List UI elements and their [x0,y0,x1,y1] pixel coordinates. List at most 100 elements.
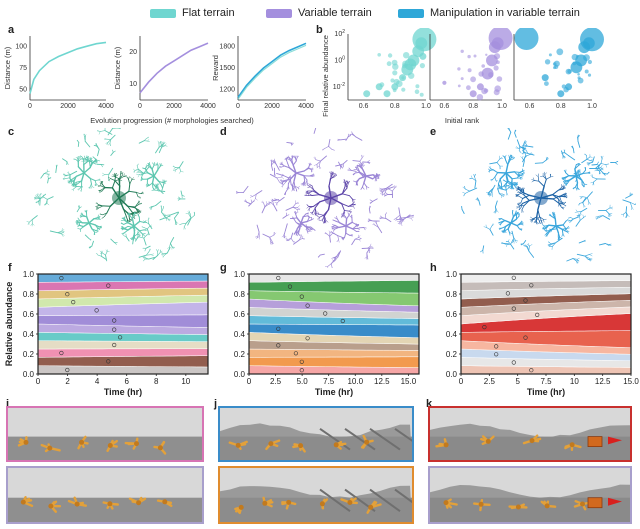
tree-branch [271,162,274,166]
tree-branch [67,181,70,183]
a2-line [139,42,209,94]
tree-branch [501,187,504,190]
tree-branch [500,218,506,221]
tree-branch [281,181,283,185]
tree-branch [89,162,94,168]
tree-branch [270,199,274,202]
a2-xtick-label: 0 [138,103,142,110]
legend-label-manipulation: Manipulation in variable terrain [430,7,580,19]
tree-branch [44,203,48,206]
tree-branch [100,181,103,185]
tree-branch [355,181,358,185]
tree-branch [508,183,512,186]
tree-branch [351,134,357,138]
tree-branch [563,192,567,195]
tree-branch [352,198,356,200]
tree-branch [125,236,130,242]
legend-label-variable: Variable terrain [298,7,372,19]
tree-branch [330,175,335,180]
tree-branch [608,243,611,246]
tree-branch [139,236,145,239]
tree-branch [183,226,186,230]
tree-branch [519,228,523,231]
tree-branch [509,186,512,189]
tree-branch [501,184,506,188]
tree-branch [352,201,355,205]
tree-branch [69,182,72,184]
tree-branch [578,203,580,206]
tree-branch [88,158,90,163]
tree-branch [334,175,338,178]
tree-branch [146,225,150,230]
tree-branch [170,242,173,248]
tree-branch [343,212,346,216]
tree-branch [338,161,341,167]
tree-branch [341,237,345,240]
tree-branch [308,190,314,194]
tree-branch [46,203,50,206]
tree-branch [580,207,588,213]
tree-branch [89,245,93,249]
tree-branch [127,220,131,222]
tree-branch [488,190,493,193]
a2-xtick-label: 2000 [166,103,182,110]
tree-branch [359,157,363,162]
tree-branch [338,239,340,243]
tree-branch [291,189,293,192]
b1-point [390,78,395,83]
tree-branch [291,156,294,161]
tree-branch [627,215,630,217]
tree-branch [155,200,162,206]
agent-body [268,441,274,447]
tree-branch [542,159,547,164]
tree-branch [394,185,397,189]
tree-branch [69,178,73,182]
tree-branch [396,219,400,221]
tree-branch [273,232,277,236]
panel-letter-c: c [8,126,15,138]
tree-branch [43,203,47,206]
b2-point [481,87,488,95]
tree-branch [507,241,511,245]
tree-branch [630,206,633,211]
g-ytick-label: 0.2 [234,350,246,359]
tree-branch [105,249,108,253]
b2-point [467,54,471,59]
tree-branch [274,202,278,204]
tree-branch [609,207,613,210]
tree-branch [360,186,363,190]
tree-branch [505,193,508,196]
tree-branch [534,219,537,223]
tree-branch [562,233,565,237]
legend-swatch-variable [266,8,292,18]
tree-branch [602,215,611,220]
tree-branch [523,147,527,150]
f-event-marker [117,335,123,340]
tree-branch [464,190,470,194]
b2-point [488,72,494,78]
tree-branch [99,250,102,253]
h-event-marker [529,283,534,288]
tree-branch [563,195,567,198]
b2-xtick-label: 1.0 [497,103,507,110]
g-xtick-label: 5.0 [297,377,309,386]
tree-branch [46,196,54,200]
tree-branch [137,214,140,218]
tree-branch [155,186,157,190]
panel-b-xlabel: Initial rank [445,116,479,125]
tree-branch [285,237,289,240]
tree-branch [516,222,521,227]
tree-branch [410,216,414,219]
tree-branch [531,180,535,183]
tree-branch [382,189,387,193]
tree-branch [542,175,547,180]
tree-branch [356,164,361,167]
tree-branch [358,238,362,240]
tree-branch [470,175,473,179]
b3-point [548,53,552,57]
tree-branch [135,192,139,197]
tree-branch [313,164,318,166]
b1-point [396,80,403,87]
tree-branch [622,199,631,203]
